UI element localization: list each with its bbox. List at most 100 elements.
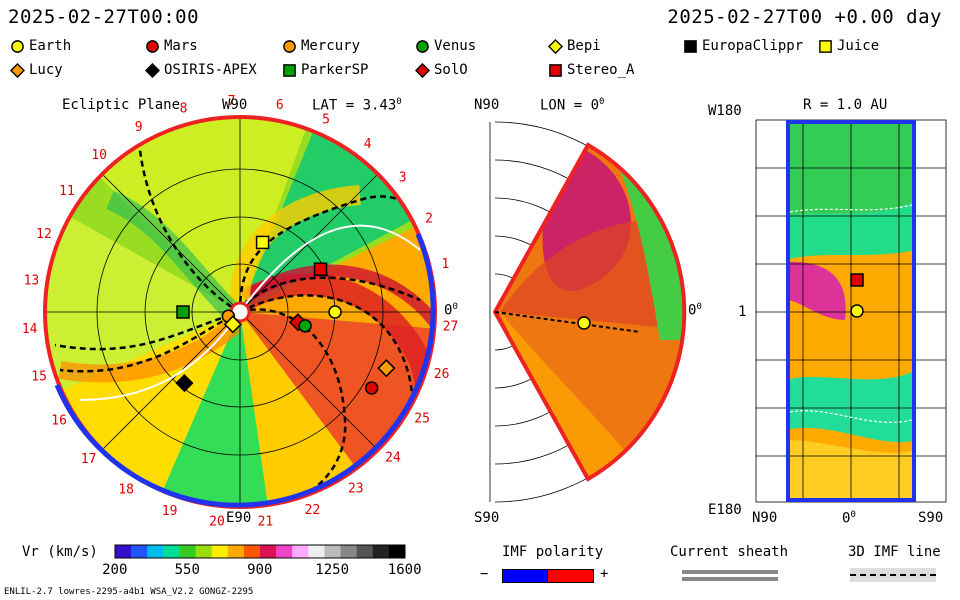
carrington-tick-label: 18 xyxy=(118,483,134,498)
meridional-panel xyxy=(489,121,687,503)
legend-item-lucy: Lucy xyxy=(10,62,63,78)
carrington-tick-label: 4 xyxy=(364,137,372,152)
colorbar-segment xyxy=(227,545,245,558)
square-marker-icon xyxy=(283,63,296,77)
carrington-tick-label: 21 xyxy=(258,515,274,530)
colorbar-segment xyxy=(372,545,390,558)
square-marker-icon xyxy=(819,39,832,53)
colorbar-segment xyxy=(163,545,180,558)
meridional-right-label: 00 xyxy=(688,302,702,319)
body-marker-mars xyxy=(364,381,379,395)
ecliptic-top-label: W90 xyxy=(222,97,248,113)
body-marker-parkersp xyxy=(176,305,190,319)
body-marker-earth-meridional xyxy=(577,316,591,330)
radial-top-left: W180 xyxy=(708,103,742,119)
colorbar xyxy=(114,544,406,559)
colorbar-segment xyxy=(195,545,213,558)
colorbar-segment xyxy=(356,545,374,558)
circle-marker-icon xyxy=(416,39,429,53)
legend-label: ParkerSP xyxy=(301,62,369,78)
carrington-tick-label: 2 xyxy=(425,211,433,226)
body-marker-juice xyxy=(255,235,270,250)
carrington-tick-label: 12 xyxy=(36,227,52,242)
legend-label: Mercury xyxy=(301,38,361,54)
carrington-tick-label: 11 xyxy=(59,184,75,199)
meridional-lon-label: LON = 00 xyxy=(540,97,605,114)
imf-plus: + xyxy=(600,566,609,582)
colorbar-segment xyxy=(324,545,342,558)
carrington-tick-label: 19 xyxy=(162,504,178,519)
carrington-tick-label: 14 xyxy=(22,322,38,337)
imfline-label: 3D IMF line xyxy=(848,544,941,560)
legend-item-venus: Venus xyxy=(415,38,476,54)
legend-label: OSIRIS-APEX xyxy=(164,62,257,78)
colorbar-segment xyxy=(243,545,261,558)
sheath-line-2 xyxy=(682,577,778,581)
colorbar-segment xyxy=(276,545,293,558)
legend-item-osiris-apex: OSIRIS-APEX xyxy=(145,62,257,78)
body-marker-stereo-a xyxy=(313,262,328,276)
datetime-left: 2025-02-27T00:00 xyxy=(8,6,200,28)
carrington-tick-label: 22 xyxy=(305,503,321,518)
legend-item-europaclippr: EuropaClippr xyxy=(683,38,803,54)
body-marker-stereo-a-radial xyxy=(850,273,864,287)
body-markers xyxy=(175,235,864,395)
radial-bottom-left: E180 xyxy=(708,502,742,518)
legend-item-juice: Juice xyxy=(818,38,879,54)
legend-label: Juice xyxy=(837,38,880,54)
carrington-tick-label: 6 xyxy=(276,98,284,113)
radial-x-left: N90 xyxy=(752,510,778,526)
carrington-tick-label: 27 xyxy=(443,320,459,335)
meridional-top-label: N90 xyxy=(474,97,500,113)
imf-pos-swatch xyxy=(547,569,594,583)
legend-item-mars: Mars xyxy=(145,38,198,54)
colorbar-label: Vr (km/s) xyxy=(22,544,98,560)
colorbar-tick-label: 900 xyxy=(247,562,273,578)
diamond-marker-icon xyxy=(548,38,563,54)
colorbar-segment xyxy=(388,545,406,558)
carrington-tick-label: 9 xyxy=(135,120,143,135)
sheath-line-1 xyxy=(682,570,778,574)
carrington-tick-label: 15 xyxy=(31,370,47,385)
imf-minus: − xyxy=(480,566,489,582)
carrington-tick-label: 7 xyxy=(228,94,236,109)
meridional-bottom-label: S90 xyxy=(474,510,500,526)
legend-item-solo: SolO xyxy=(415,62,468,78)
ecliptic-bottom-label: E90 xyxy=(226,510,252,526)
colorbar-tick-label: 200 xyxy=(102,562,128,578)
body-marker-bepi xyxy=(223,315,242,334)
imf-neg-swatch xyxy=(502,569,549,583)
colorbar-frame xyxy=(114,544,406,559)
carrington-tick-label: 10 xyxy=(91,148,107,163)
square-marker-icon xyxy=(549,63,562,77)
ecliptic-lat-label: LAT = 3.430 xyxy=(312,97,402,114)
legend-label: Stereo_A xyxy=(567,62,635,78)
colorbar-tick-label: 550 xyxy=(174,562,200,578)
colorbar-tick-label: 1600 xyxy=(387,562,422,578)
legend-item-bepi: Bepi xyxy=(548,38,601,54)
carrington-tick-label: 17 xyxy=(81,452,97,467)
carrington-tick-label: 24 xyxy=(385,450,401,465)
carrington-tick-label: 26 xyxy=(434,367,450,382)
carrington-tick-label: 20 xyxy=(209,515,225,530)
colorbar-segment xyxy=(179,545,197,558)
carrington-tick-label: 16 xyxy=(51,414,67,429)
body-marker-lucy xyxy=(377,359,396,378)
colorbar-tick-label: 1250 xyxy=(315,562,350,578)
imf-label: IMF polarity xyxy=(502,544,604,560)
legend-item-earth: Earth xyxy=(10,38,71,54)
body-marker-osiris-apex xyxy=(175,374,194,393)
colorbar-segment xyxy=(340,545,358,558)
legend-label: SolO xyxy=(434,62,468,78)
radial-r-label: R = 1.0 AU xyxy=(803,97,888,113)
datetime-right: 2025-02-27T00 +0.00 day xyxy=(667,6,942,28)
legend-label: Lucy xyxy=(29,62,63,78)
circle-marker-icon xyxy=(146,39,159,53)
legend-item-parkersp: ParkerSP xyxy=(282,62,368,78)
colorbar-segment xyxy=(292,545,309,558)
square-marker-icon xyxy=(684,39,697,53)
body-marker-earth xyxy=(328,305,342,319)
carrington-tick-label: 1 xyxy=(441,257,449,272)
